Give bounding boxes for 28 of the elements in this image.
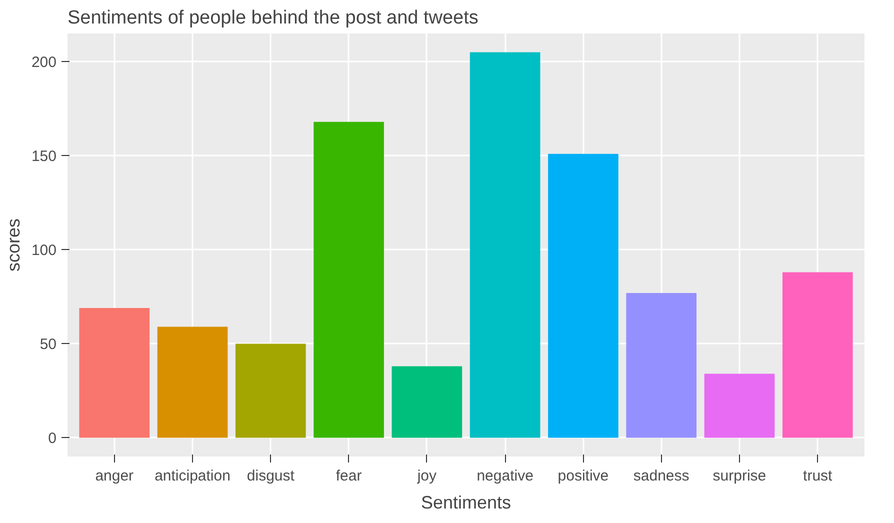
x-tick-label: fear — [336, 468, 362, 484]
bar — [157, 326, 228, 438]
x-tick-label: disgust — [246, 468, 296, 484]
chart-title: Sentiments of people behind the post and tweets — [68, 8, 478, 28]
x-tick-label: positive — [558, 468, 609, 484]
x-tick-label: trust — [803, 468, 834, 484]
bar — [314, 122, 384, 438]
bar — [548, 154, 618, 438]
bar — [704, 374, 775, 438]
y-tick-label: 50 — [40, 336, 57, 354]
bar — [79, 308, 150, 438]
x-tick-label: anger — [95, 468, 134, 484]
x-tick-label: sadness — [633, 468, 690, 484]
x-tick-label: joy — [416, 468, 438, 484]
bar — [235, 344, 306, 438]
x-tick-label: surprise — [712, 468, 766, 484]
bar — [626, 292, 697, 438]
bar — [392, 366, 462, 438]
bar — [470, 52, 540, 438]
x-tick-label: anticipation — [154, 468, 230, 484]
y-tick-label: 150 — [31, 148, 57, 166]
y-axis-title: scores — [3, 218, 24, 272]
x-tick-label: negative — [476, 468, 534, 484]
x-axis-title: Sentiments — [420, 492, 512, 512]
bar — [782, 272, 853, 438]
y-tick-label: 200 — [31, 54, 57, 72]
y-tick-label: 0 — [48, 430, 56, 448]
y-tick-label: 100 — [31, 242, 57, 260]
